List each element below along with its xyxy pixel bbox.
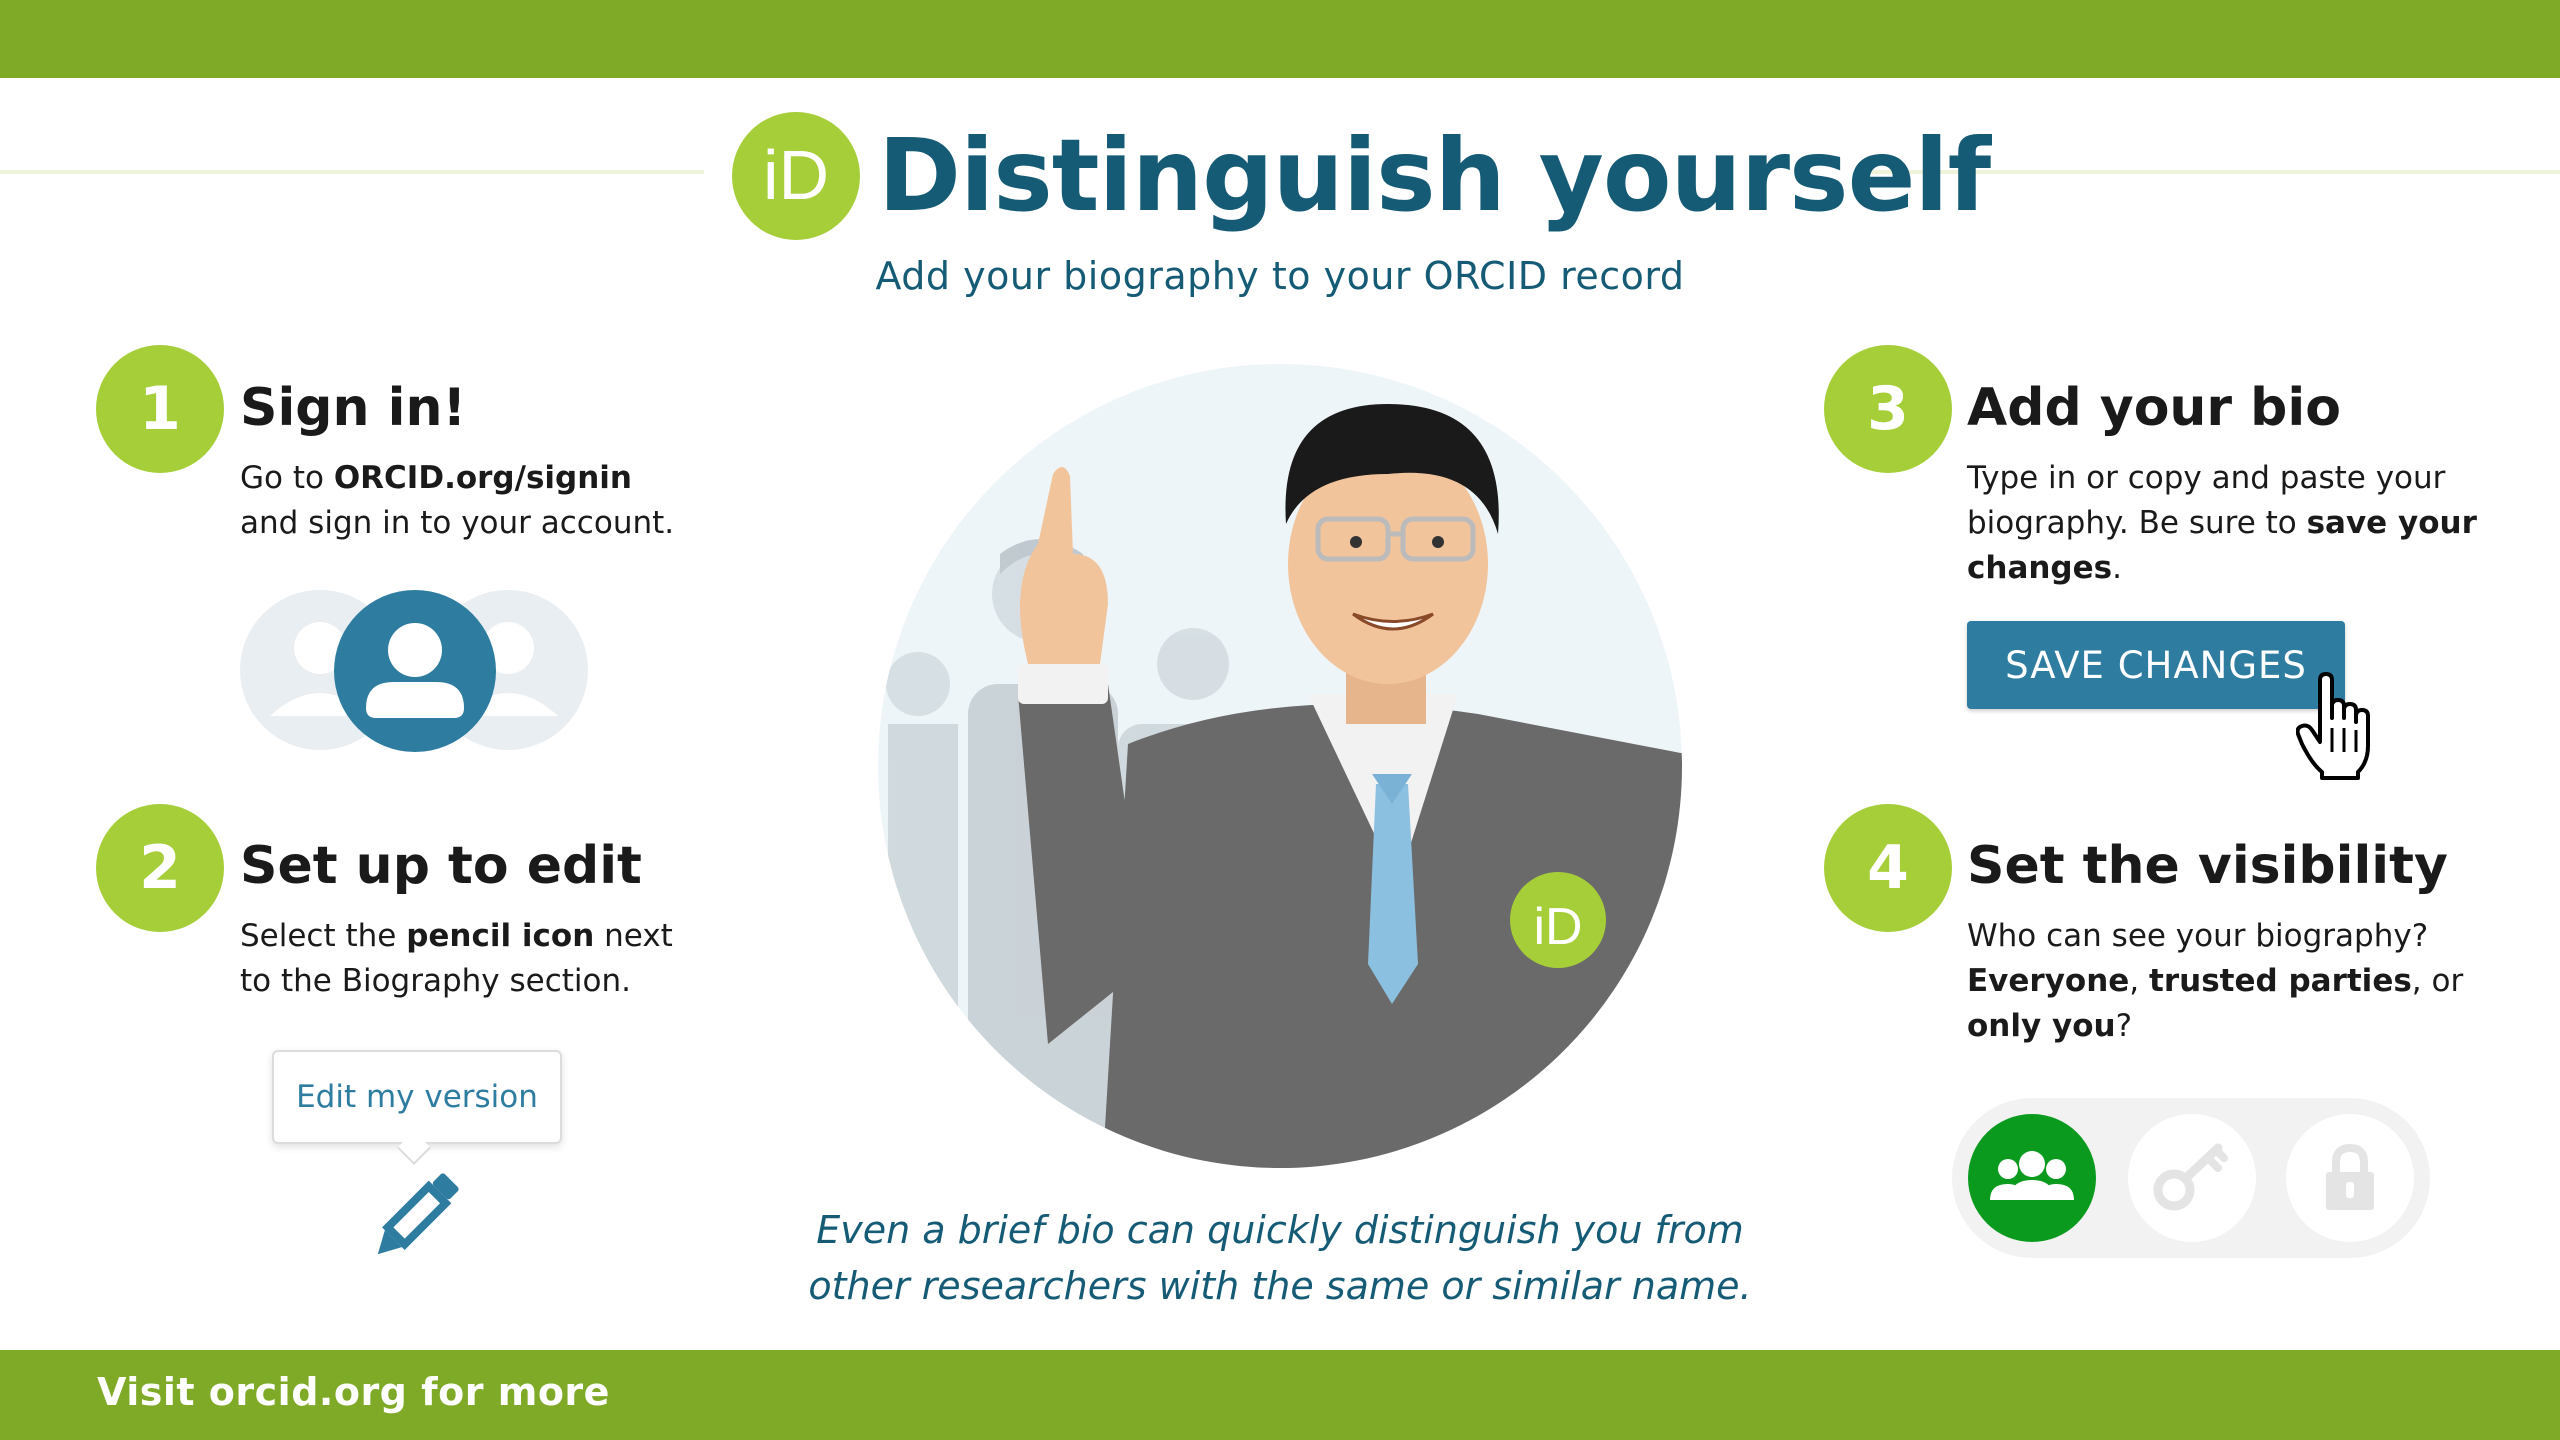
- user-account-icon: [334, 590, 496, 752]
- bottom-banner: [0, 1350, 2560, 1440]
- step-2-title: Set up to edit: [240, 836, 642, 896]
- page-subtitle: Add your biography to your ORCID record: [875, 254, 1685, 298]
- step-1-body: Go to ORCID.org/signin and sign in to yo…: [240, 460, 675, 541]
- header-rule-right: [1858, 170, 2560, 174]
- step-4-number: 4: [1824, 804, 1952, 932]
- step-1-number: 1: [96, 345, 224, 473]
- hand-cursor-icon: [2296, 672, 2370, 780]
- step-3-title: Add your bio: [1967, 378, 2341, 438]
- step-2-number: 2: [96, 804, 224, 932]
- badge-text: iD: [1533, 898, 1582, 956]
- step-1-title: Sign in!: [240, 378, 467, 438]
- caption-line-2: other researchers with the same or simil…: [808, 1264, 1752, 1308]
- footer-link[interactable]: Visit orcid.org for more: [97, 1370, 610, 1414]
- group-icon: [1990, 1151, 2074, 1200]
- step-3-number: 3: [1824, 345, 1952, 473]
- step-2-body: Select the pencil icon next to the Biogr…: [240, 918, 673, 999]
- visibility-trusted-parties-button[interactable]: [2128, 1114, 2256, 1242]
- caption-line-1: Even a brief bio can quickly distinguish…: [816, 1208, 1744, 1252]
- orcid-logo-text: iD: [763, 136, 829, 214]
- visibility-everyone-button[interactable]: [1968, 1114, 2096, 1242]
- header-rule-left: [0, 170, 704, 174]
- orcid-logo-icon: iD: [732, 112, 860, 240]
- researcher-illustration: iD: [878, 364, 1682, 1168]
- step-4-title: Set the visibility: [1967, 836, 2448, 896]
- pencil-icon[interactable]: [360, 1160, 472, 1272]
- bottom-caption: Even a brief bio can quickly distinguish…: [0, 1202, 2560, 1314]
- key-icon: [2153, 1143, 2228, 1211]
- lock-icon: [2326, 1143, 2374, 1210]
- signin-url[interactable]: ORCID.org/signin: [333, 460, 632, 496]
- step-4-body: Who can see your biography? Everyone, tr…: [1967, 918, 2464, 1044]
- step-3-body: Type in or copy and paste your biography…: [1967, 460, 2477, 586]
- page-title: Distinguish yourself: [878, 117, 1991, 234]
- save-changes-button[interactable]: SAVE CHANGES: [1967, 621, 2345, 709]
- top-banner: [0, 0, 2560, 78]
- visibility-only-you-button[interactable]: [2286, 1114, 2414, 1242]
- edit-my-version-tooltip: Edit my version: [272, 1050, 562, 1144]
